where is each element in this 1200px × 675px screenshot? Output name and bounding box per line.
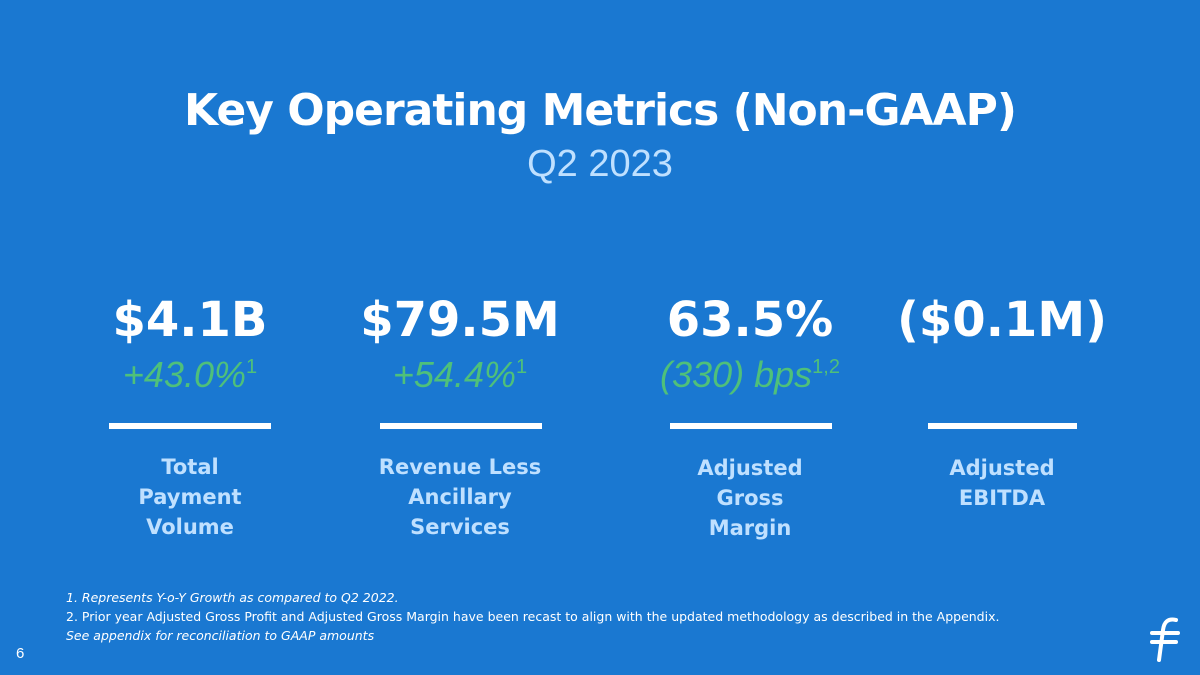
- metric-divider: [380, 423, 542, 429]
- metric-adjusted-ebitda: ($0.1M) Adjusted EBITDA: [892, 0, 1112, 675]
- metric-adjusted-gross-margin: 63.5% (330) bps1,2 Adjusted Gross Margin: [630, 0, 870, 675]
- metric-label-line: EBITDA: [958, 486, 1046, 510]
- metric-label-line: Volume: [146, 515, 234, 539]
- metric-value: ($0.1M): [896, 292, 1108, 348]
- footnote-gaap-reconciliation: See appendix for reconciliation to GAAP …: [66, 628, 375, 643]
- metric-label: Revenue Less Ancillary Services: [340, 452, 580, 542]
- metric-divider: [928, 423, 1077, 429]
- metric-label-line: Revenue Less: [378, 455, 542, 479]
- metric-label-line: Services: [410, 515, 510, 539]
- metric-value: $4.1B: [112, 292, 268, 348]
- page-number: 6: [16, 645, 25, 662]
- metric-label-line: Adjusted: [949, 456, 1055, 480]
- metric-label: Adjusted Gross Margin: [630, 453, 870, 543]
- footnote-2: 2. Prior year Adjusted Gross Profit and …: [66, 609, 1000, 624]
- footnote-marker: 1,2: [812, 356, 840, 378]
- metric-value: $79.5M: [360, 292, 560, 348]
- metric-growth: +43.0%1: [80, 352, 300, 398]
- metric-label-line: Gross: [716, 486, 784, 510]
- metric-divider: [670, 423, 832, 429]
- metric-growth: (330) bps1,2: [630, 352, 870, 398]
- metric-growth-text: +54.4%: [392, 354, 516, 395]
- metric-label-line: Margin: [708, 516, 792, 540]
- metric-revenue-less-ancillary-services: $79.5M +54.4%1 Revenue Less Ancillary Se…: [340, 0, 580, 675]
- footnote-marker: 1: [245, 356, 258, 378]
- metric-total-payment-volume: $4.1B +43.0%1 Total Payment Volume: [80, 0, 300, 675]
- metric-label: Total Payment Volume: [80, 452, 300, 542]
- metric-label: Adjusted EBITDA: [892, 453, 1112, 513]
- metric-divider: [109, 423, 271, 429]
- metric-value: 63.5%: [666, 292, 834, 348]
- metric-label-line: Total: [161, 455, 219, 479]
- metric-label-line: Adjusted: [697, 456, 803, 480]
- slide-subtitle: Q2 2023: [527, 143, 673, 185]
- footnote-1: 1. Represents Y-o-Y Growth as compared t…: [66, 590, 399, 605]
- metric-growth-text: (330) bps: [660, 354, 813, 395]
- metric-growth-text: +43.0%: [122, 354, 246, 395]
- metric-label-line: Ancillary: [408, 485, 512, 509]
- metric-growth: +54.4%1: [340, 352, 580, 398]
- footnote-marker: 1: [515, 356, 528, 378]
- slide-title: Key Operating Metrics (Non-GAAP): [184, 85, 1017, 136]
- footnotes: 1. Represents Y-o-Y Growth as compared t…: [66, 588, 1176, 645]
- metric-label-line: Payment: [138, 485, 242, 509]
- flywire-logo-icon: [1148, 616, 1182, 662]
